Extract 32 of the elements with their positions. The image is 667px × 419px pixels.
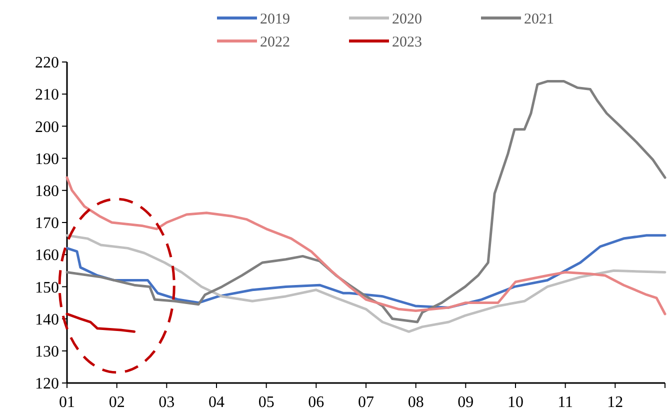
- line-series: [66, 80, 666, 324]
- y-tick-label: 180: [35, 183, 59, 200]
- x-tick-label: 06: [308, 394, 324, 411]
- x-tick-label: 02: [108, 394, 125, 411]
- line-series: [66, 312, 136, 333]
- legend-label: 2023: [392, 34, 422, 50]
- legend-label: 2019: [260, 11, 290, 28]
- line-series: [66, 176, 666, 316]
- y-tick-label: 130: [35, 344, 59, 360]
- y-tick-label: 140: [35, 311, 59, 328]
- y-tick-label: 220: [35, 54, 59, 72]
- legend-label: 2021: [524, 11, 554, 28]
- x-tick-label: 05: [258, 394, 274, 411]
- y-tick-label: 200: [35, 118, 59, 136]
- legend-label: 2020: [392, 11, 422, 28]
- y-tick-label: 190: [35, 150, 59, 168]
- x-tick-label: 09: [458, 394, 474, 411]
- x-tick-label: 03: [158, 394, 175, 411]
- x-tick-label: 01: [59, 394, 75, 411]
- x-tick-label: 12: [607, 394, 624, 411]
- y-tick-label: 150: [35, 279, 59, 296]
- y-tick-label: 160: [35, 247, 59, 264]
- x-tick-label: 10: [508, 394, 524, 411]
- line-series: [66, 234, 666, 333]
- x-tick-label: 07: [358, 394, 374, 411]
- y-tick-label: 210: [35, 86, 59, 104]
- legend-label: 2022: [260, 34, 290, 50]
- x-tick-label: 08: [408, 394, 424, 411]
- x-tick-label: 11: [558, 394, 574, 411]
- y-tick-label: 170: [35, 215, 59, 232]
- x-tick-label: 04: [208, 394, 224, 411]
- y-tick-label: 120: [35, 376, 59, 393]
